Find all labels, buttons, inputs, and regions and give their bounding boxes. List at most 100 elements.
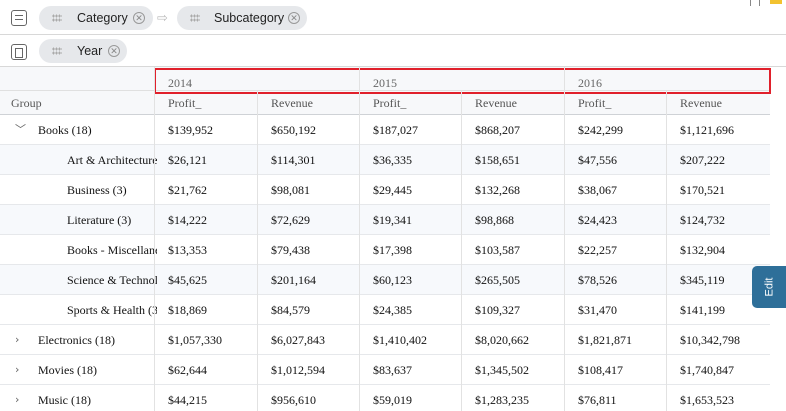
value-cell[interactable]: $132,904: [680, 243, 725, 257]
value-cell[interactable]: $1,345,502: [475, 363, 529, 377]
value-cell[interactable]: $14,222: [168, 213, 207, 227]
value-cell[interactable]: $45,625: [168, 273, 207, 287]
group-column-header[interactable]: Group: [11, 96, 42, 110]
table-row[interactable]: Books - Miscellane $13,353 $79,438 $17,398 $…: [0, 235, 770, 265]
table-row[interactable]: › Movies (18) $62,644 $1,012,594 $83,637 $1,3…: [0, 355, 770, 385]
value-cell[interactable]: $13,353: [168, 243, 207, 257]
value-cell[interactable]: $36,335: [373, 153, 412, 167]
value-cell[interactable]: $139,952: [168, 123, 213, 137]
row-group-cell[interactable]: Sports & Health (3: [0, 295, 157, 325]
value-cell[interactable]: $1,012,594: [271, 363, 325, 377]
remove-category-icon[interactable]: ✕: [133, 12, 145, 24]
table-row[interactable]: Literature (3) $14,222 $72,629 $19,341 $98,8…: [0, 205, 770, 235]
remove-year-icon[interactable]: ✕: [108, 45, 120, 57]
value-cell[interactable]: $1,410,402: [373, 333, 427, 347]
value-cell[interactable]: $868,207: [475, 123, 520, 137]
value-cell[interactable]: $84,579: [271, 303, 310, 317]
value-cell[interactable]: $98,868: [475, 213, 514, 227]
value-cell[interactable]: $98,081: [271, 183, 310, 197]
value-cell[interactable]: $17,398: [373, 243, 412, 257]
measure-header[interactable]: Revenue: [680, 96, 722, 110]
rows-icon[interactable]: [11, 10, 27, 26]
value-cell[interactable]: $158,651: [475, 153, 520, 167]
value-cell[interactable]: $72,629: [271, 213, 310, 227]
measure-header[interactable]: Revenue: [271, 96, 313, 110]
value-cell[interactable]: $201,164: [271, 273, 316, 287]
value-cell[interactable]: $1,740,847: [680, 363, 734, 377]
value-cell[interactable]: $47,556: [578, 153, 617, 167]
value-cell[interactable]: $76,811: [578, 393, 617, 407]
table-row[interactable]: › Music (18) $44,215 $956,610 $59,019 $1,283,…: [0, 385, 770, 411]
chevron-down-icon[interactable]: ﹀: [15, 123, 26, 136]
value-cell[interactable]: $10,342,798: [680, 333, 740, 347]
value-cell[interactable]: $1,283,235: [475, 393, 529, 407]
remove-subcategory-icon[interactable]: ✕: [288, 12, 300, 24]
value-cell[interactable]: $1,121,696: [680, 123, 734, 137]
value-cell[interactable]: $265,505: [475, 273, 520, 287]
drag-handle-icon[interactable]: [52, 47, 62, 55]
row-group-cell[interactable]: Business (3): [0, 175, 157, 205]
row-group-cell[interactable]: Art & Architecture: [0, 145, 157, 175]
value-cell[interactable]: $24,423: [578, 213, 617, 227]
value-cell[interactable]: $141,199: [680, 303, 725, 317]
value-cell[interactable]: $109,327: [475, 303, 520, 317]
value-cell[interactable]: $187,027: [373, 123, 418, 137]
value-cell[interactable]: $60,123: [373, 273, 412, 287]
year-header-2015[interactable]: 2015: [373, 76, 397, 90]
chevron-right-icon[interactable]: ›: [15, 393, 20, 406]
value-cell[interactable]: $44,215: [168, 393, 207, 407]
chip-year[interactable]: Year ✕: [39, 39, 127, 63]
value-cell[interactable]: $8,020,662: [475, 333, 529, 347]
row-group-cell[interactable]: Books - Miscellane: [0, 235, 157, 265]
year-header-2014[interactable]: 2014: [168, 76, 192, 90]
value-cell[interactable]: $19,341: [373, 213, 412, 227]
value-cell[interactable]: $83,637: [373, 363, 412, 377]
columns-icon[interactable]: [11, 44, 27, 60]
row-group-cell[interactable]: Science & Technolo: [0, 265, 157, 295]
edit-tab-button[interactable]: Edit: [752, 266, 786, 308]
chip-subcategory[interactable]: Subcategory ✕: [177, 6, 307, 30]
value-cell[interactable]: $24,385: [373, 303, 412, 317]
value-cell[interactable]: $956,610: [271, 393, 316, 407]
table-row[interactable]: Science & Technolo $45,625 $201,164 $60,123…: [0, 265, 770, 295]
row-group-cell[interactable]: Literature (3): [0, 205, 157, 235]
value-cell[interactable]: $21,762: [168, 183, 207, 197]
chevron-right-icon[interactable]: ›: [15, 333, 20, 346]
row-group-cell[interactable]: › Electronics (18): [0, 325, 157, 355]
value-cell[interactable]: $29,445: [373, 183, 412, 197]
value-cell[interactable]: $170,521: [680, 183, 725, 197]
drag-handle-icon[interactable]: [52, 14, 62, 22]
chip-category[interactable]: Category ✕: [39, 6, 153, 30]
value-cell[interactable]: $38,067: [578, 183, 617, 197]
table-row[interactable]: ﹀ Books (18) $139,952 $650,192 $187,027 $868,…: [0, 115, 770, 145]
value-cell[interactable]: $242,299: [578, 123, 623, 137]
value-cell[interactable]: $345,119: [680, 273, 725, 287]
measure-header[interactable]: Profit_: [578, 96, 612, 110]
value-cell[interactable]: $79,438: [271, 243, 310, 257]
table-row[interactable]: Business (3) $21,762 $98,081 $29,445 $132,26…: [0, 175, 770, 205]
value-cell[interactable]: $108,417: [578, 363, 623, 377]
drag-handle-icon[interactable]: [190, 14, 200, 22]
value-cell[interactable]: $124,732: [680, 213, 725, 227]
value-cell[interactable]: $1,057,330: [168, 333, 222, 347]
value-cell[interactable]: $207,222: [680, 153, 725, 167]
year-header-2016[interactable]: 2016: [578, 76, 602, 90]
value-cell[interactable]: $650,192: [271, 123, 316, 137]
value-cell[interactable]: $26,121: [168, 153, 207, 167]
table-row[interactable]: › Electronics (18) $1,057,330 $6,027,843 $1,…: [0, 325, 770, 355]
measure-header[interactable]: Profit_: [168, 96, 202, 110]
table-row[interactable]: Art & Architecture $26,121 $114,301 $36,335…: [0, 145, 770, 175]
row-group-cell[interactable]: › Music (18): [0, 385, 157, 411]
value-cell[interactable]: $6,027,843: [271, 333, 325, 347]
value-cell[interactable]: $78,526: [578, 273, 617, 287]
table-row[interactable]: Sports & Health (3 $18,869 $84,579 $24,385 $…: [0, 295, 770, 325]
measure-header[interactable]: Revenue: [475, 96, 517, 110]
value-cell[interactable]: $22,257: [578, 243, 617, 257]
value-cell[interactable]: $59,019: [373, 393, 412, 407]
row-group-cell[interactable]: ﹀ Books (18): [0, 115, 157, 145]
measure-header[interactable]: Profit_: [373, 96, 407, 110]
value-cell[interactable]: $31,470: [578, 303, 617, 317]
value-cell[interactable]: $1,821,871: [578, 333, 632, 347]
value-cell[interactable]: $103,587: [475, 243, 520, 257]
value-cell[interactable]: $18,869: [168, 303, 207, 317]
